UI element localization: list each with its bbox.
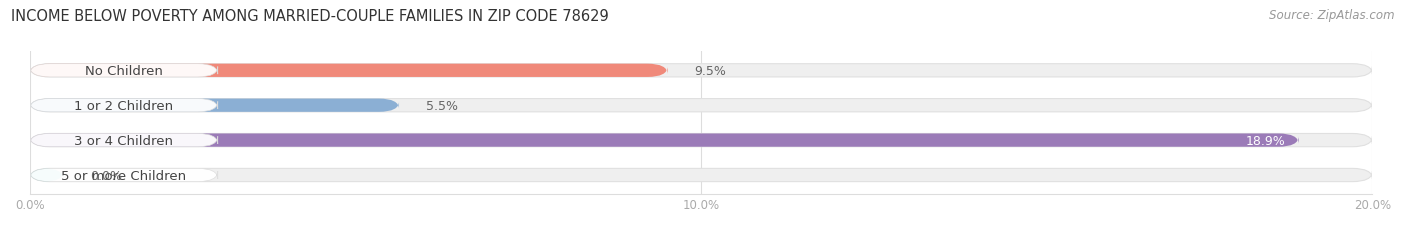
FancyBboxPatch shape: [30, 99, 399, 112]
FancyBboxPatch shape: [30, 64, 1372, 78]
FancyBboxPatch shape: [30, 169, 218, 182]
Text: 18.9%: 18.9%: [1246, 134, 1285, 147]
Text: 3 or 4 Children: 3 or 4 Children: [75, 134, 173, 147]
FancyBboxPatch shape: [30, 134, 1299, 147]
FancyBboxPatch shape: [30, 99, 218, 112]
Text: 5 or more Children: 5 or more Children: [62, 169, 187, 182]
FancyBboxPatch shape: [30, 169, 1372, 182]
Text: 1 or 2 Children: 1 or 2 Children: [75, 99, 173, 112]
Text: 9.5%: 9.5%: [695, 64, 727, 77]
FancyBboxPatch shape: [30, 134, 1372, 147]
FancyBboxPatch shape: [30, 99, 1372, 112]
FancyBboxPatch shape: [30, 134, 218, 147]
FancyBboxPatch shape: [30, 64, 218, 78]
Text: 0.0%: 0.0%: [90, 169, 122, 182]
FancyBboxPatch shape: [30, 64, 668, 78]
Text: INCOME BELOW POVERTY AMONG MARRIED-COUPLE FAMILIES IN ZIP CODE 78629: INCOME BELOW POVERTY AMONG MARRIED-COUPL…: [11, 9, 609, 24]
Text: 5.5%: 5.5%: [426, 99, 458, 112]
Text: Source: ZipAtlas.com: Source: ZipAtlas.com: [1270, 9, 1395, 22]
FancyBboxPatch shape: [30, 169, 63, 182]
Text: No Children: No Children: [84, 64, 163, 77]
